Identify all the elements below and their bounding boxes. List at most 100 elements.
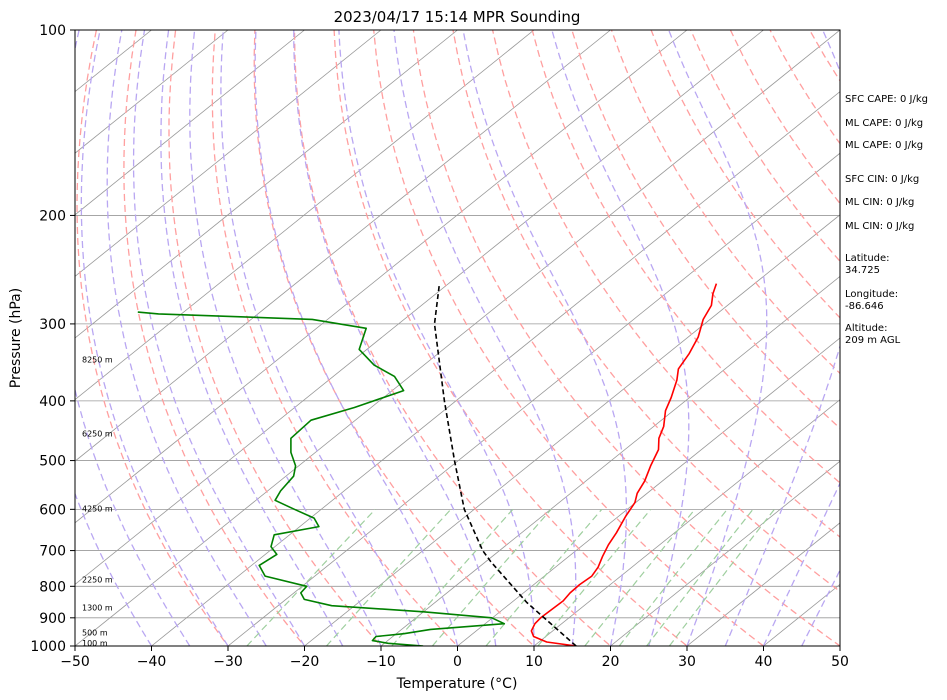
info-latitude-value: 34.725 bbox=[845, 265, 880, 276]
isotherm-line bbox=[304, 214, 840, 646]
x-tick-label: −20 bbox=[290, 654, 320, 670]
isotherm-line bbox=[75, 30, 688, 524]
isotherm-line bbox=[227, 152, 840, 646]
moist-adiabat-line bbox=[801, 568, 840, 646]
isotherm-line bbox=[75, 30, 458, 339]
isotherm-line bbox=[533, 399, 840, 646]
dry-adiabat-line bbox=[123, 30, 306, 646]
temperature-line bbox=[530, 283, 718, 646]
dewpoint-line bbox=[137, 311, 506, 646]
height-label: 500 m bbox=[82, 628, 108, 637]
info-altitude-value: 209 m AGL bbox=[845, 335, 901, 346]
y-tick-label: 1000 bbox=[30, 639, 66, 655]
x-tick-label: −50 bbox=[60, 654, 90, 670]
info-altitude-label: Altitude: bbox=[845, 323, 887, 334]
chart-title: 2023/04/17 15:14 MPR Sounding bbox=[334, 8, 581, 26]
y-tick-label: 400 bbox=[39, 394, 66, 410]
moist-adiabat-line bbox=[338, 30, 535, 646]
moist-adiabat-line bbox=[668, 30, 768, 646]
info-longitude-label: Longitude: bbox=[845, 289, 898, 300]
isotherm-line bbox=[75, 30, 305, 216]
x-tick-label: 50 bbox=[831, 654, 849, 670]
x-axis: −50 −40 −30 −20 −10 0 10 20 30 40 50 bbox=[60, 646, 849, 670]
moist-adiabat-line bbox=[254, 30, 459, 646]
x-tick-label: −40 bbox=[137, 654, 167, 670]
mixing-ratio-line bbox=[485, 508, 603, 646]
y-tick-label: 900 bbox=[39, 611, 66, 627]
y-tick-label: 100 bbox=[39, 23, 66, 39]
height-label: 8250 m bbox=[82, 356, 113, 365]
info-sfc-cape: SFC CAPE: 0 J/kg bbox=[845, 94, 928, 105]
isotherm-line bbox=[151, 91, 840, 646]
height-label: 100 m bbox=[82, 639, 108, 648]
dry-adiabat-line bbox=[373, 30, 765, 646]
moist-adiabat-line bbox=[462, 30, 628, 646]
y-tick-label: 700 bbox=[39, 544, 66, 560]
isotherm-line bbox=[610, 460, 840, 646]
dry-adiabat-line bbox=[76, 30, 229, 646]
dry-adiabat-line bbox=[491, 30, 840, 538]
mixing-ratio-line bbox=[326, 508, 452, 646]
moist-adiabat-line bbox=[132, 30, 306, 646]
isotherm-line bbox=[75, 30, 611, 462]
moist-adiabat-line bbox=[220, 30, 420, 646]
isotherm-line bbox=[75, 30, 764, 585]
y-axis-title: Pressure (hPa) bbox=[8, 288, 24, 388]
y-tick-label: 500 bbox=[39, 454, 66, 470]
dry-adiabat-line bbox=[929, 30, 947, 659]
info-panel: SFC CAPE: 0 J/kg ML CAPE: 0 J/kg ML CAPE… bbox=[845, 94, 928, 346]
moist-adiabat-line bbox=[80, 30, 229, 646]
info-ml-cin-2: ML CIN: 0 J/kg bbox=[845, 221, 914, 232]
height-label: 1300 m bbox=[82, 604, 113, 613]
moist-adiabat-line bbox=[160, 30, 344, 646]
dry-adiabat-line bbox=[333, 30, 689, 646]
height-labels: 8250 m 6250 m 4250 m 2250 m 1300 m 500 m 100 m bbox=[82, 356, 113, 648]
y-tick-label: 800 bbox=[39, 579, 66, 595]
isotherm-line bbox=[686, 522, 840, 646]
isotherm-line bbox=[75, 30, 229, 154]
height-label: 2250 m bbox=[82, 576, 113, 585]
y-tick-label: 600 bbox=[39, 502, 66, 518]
mixing-ratio-line bbox=[537, 508, 652, 646]
info-latitude-label: Latitude: bbox=[845, 253, 890, 264]
x-tick-label: −30 bbox=[213, 654, 243, 670]
mixing-ratio-line bbox=[618, 508, 728, 646]
background-lines bbox=[75, 30, 947, 659]
dry-adiabat-line bbox=[253, 30, 535, 646]
dry-adiabat-line bbox=[452, 30, 840, 593]
height-label: 4250 m bbox=[82, 504, 113, 513]
info-sfc-cin: SFC CIN: 0 J/kg bbox=[845, 174, 919, 185]
moist-adiabat-line bbox=[106, 30, 267, 646]
dry-adiabat-line bbox=[211, 30, 459, 646]
isotherm-line bbox=[75, 30, 535, 401]
y-tick-label: 300 bbox=[39, 317, 66, 333]
x-tick-label: 40 bbox=[755, 654, 773, 670]
moist-adiabat-line bbox=[189, 30, 382, 646]
isotherm-line bbox=[380, 275, 840, 646]
dry-adiabat-line bbox=[650, 30, 840, 319]
dry-adiabat-line bbox=[168, 30, 382, 646]
info-longitude-value: -86.646 bbox=[845, 301, 884, 312]
moist-adiabat-line bbox=[762, 481, 840, 646]
x-tick-label: −10 bbox=[366, 654, 396, 670]
mixing-ratio-line bbox=[246, 508, 376, 646]
isotherm-line bbox=[75, 30, 382, 277]
isotherm-line bbox=[457, 337, 840, 646]
moist-adiabat-line bbox=[551, 30, 690, 646]
mixing-ratio-line bbox=[391, 508, 514, 646]
y-tick-label: 200 bbox=[39, 208, 66, 224]
x-tick-label: 30 bbox=[678, 654, 696, 670]
info-ml-cin-1: ML CIN: 0 J/kg bbox=[845, 197, 914, 208]
x-tick-label: 20 bbox=[602, 654, 620, 670]
parcel-line bbox=[433, 285, 577, 646]
mixing-ratio-line bbox=[646, 508, 754, 646]
height-label: 6250 m bbox=[82, 430, 113, 439]
x-tick-label: 0 bbox=[453, 654, 462, 670]
moist-adiabat-line bbox=[293, 30, 497, 646]
dry-adiabat-line bbox=[293, 30, 612, 646]
dry-adiabat-line bbox=[571, 30, 840, 430]
info-ml-cape-1: ML CAPE: 0 J/kg bbox=[845, 118, 923, 129]
mixing-ratio-line bbox=[668, 508, 775, 646]
y-axis: 1000 900 800 700 600 500 400 300 200 100 bbox=[30, 23, 75, 655]
